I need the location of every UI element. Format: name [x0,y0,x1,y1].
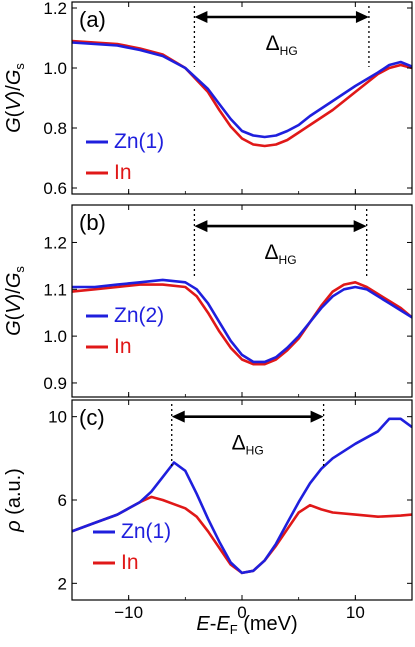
x-axis-label: E-EF (meV) [196,613,297,637]
panel-0: 0.6 0.8 1.0 1.2 G(V)/Gs (a) ΔHG Zn(1) In [3,0,413,198]
x-axis-label-ef: E [216,613,230,635]
panel-1: 0.9 1.0 1.1 1.2 G(V)/Gs (b) ΔHG Zn(2) In [3,204,413,398]
y-tick-label: 2 [58,574,67,593]
legend-entry: In [114,161,132,184]
y-tick-label: 1.0 [43,327,67,346]
series-line-in [72,280,412,366]
y-tick-label: 1.0 [43,59,67,78]
x-axis-label-dash: - [210,613,217,635]
x-tick-label: 0 [237,603,246,622]
delta-arrowhead-right [353,220,367,233]
y-tick-label: 1.2 [43,233,67,252]
legend-entry: In [121,551,139,574]
delta-arrowhead-right [310,410,324,423]
delta-arrowhead-left [194,220,208,233]
y-tick-label: 1.1 [43,280,67,299]
x-tick-label: −10 [114,603,143,622]
panel-label: (c) [79,405,105,430]
series-line-zn-1- [72,417,412,575]
y-axis-label: G(V)/Gs [3,266,27,336]
panel-label: (a) [79,7,106,32]
series-line-zn-2- [72,278,412,364]
legend-entry: Zn(1) [114,130,164,153]
y-tick-label: 0.9 [43,374,67,393]
panel-2: −10 0 10 2 6 10 ρ (a.u.) (c) ΔHG Zn(1) In [3,399,413,622]
delta-hg-label: ΔHG [266,32,298,58]
legend-entry: Zn(2) [114,304,164,327]
series-line-zn-1- [72,41,412,139]
delta-arrowhead-left [171,410,185,423]
y-tick-label: 6 [58,491,67,510]
x-axis-label-unit: (meV) [238,613,298,635]
legend-entry: Zn(1) [121,520,171,543]
x-tick-label: 10 [346,603,365,622]
series-line-in [72,39,412,148]
plot-frame [71,204,413,398]
delta-hg-label: ΔHG [232,432,264,458]
y-tick-label: 0.8 [43,119,67,138]
x-axis-label-f-sub: F [230,622,238,637]
panels-group: 0.6 0.8 1.0 1.2 G(V)/Gs (a) ΔHG Zn(1) In 0.9 1.0 1.… [3,0,413,622]
y-tick-label: 0.6 [43,179,67,198]
x-axis-label-e: E [196,613,210,635]
delta-arrowhead-left [194,11,208,23]
panel-label: (b) [79,210,106,235]
legend-entry: In [114,335,132,358]
y-axis-label: G(V)/Gs [3,63,27,133]
y-tick-label: 10 [48,408,67,427]
y-tick-label: 1.2 [43,0,67,18]
y-axis-label: ρ (a.u.) [3,468,25,533]
delta-arrowhead-right [355,11,369,23]
delta-hg-label: ΔHG [265,241,297,267]
